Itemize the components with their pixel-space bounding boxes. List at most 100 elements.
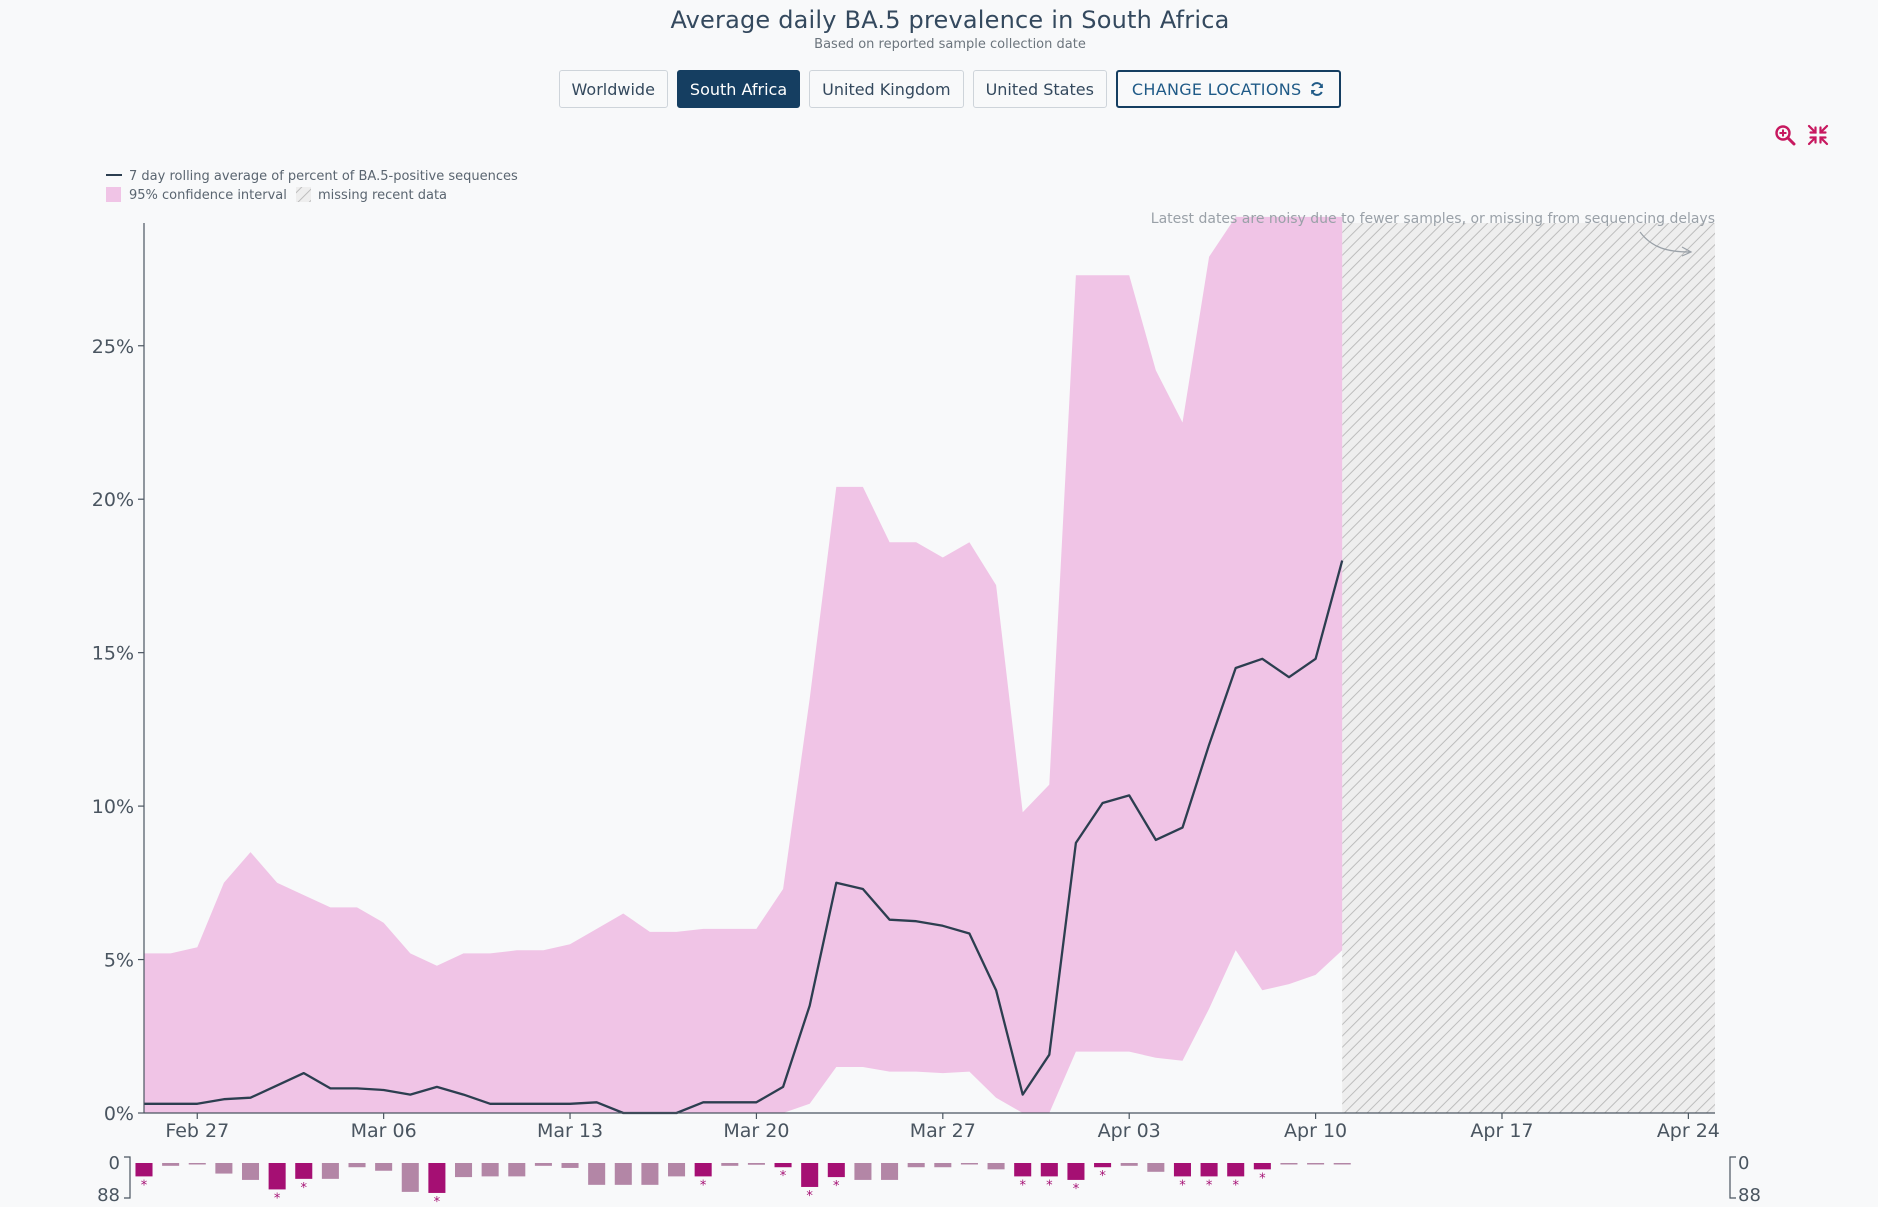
missing-data-region (1342, 223, 1715, 1113)
x-tick-label: Feb 27 (165, 1120, 229, 1142)
count-bar (881, 1163, 899, 1180)
count-bar (561, 1163, 579, 1168)
count-bar (1200, 1163, 1218, 1177)
count-bar (188, 1163, 206, 1165)
count-bar (1227, 1163, 1245, 1177)
count-axis-bottom-label-right: 88 (1738, 1185, 1761, 1205)
count-bar (401, 1163, 419, 1192)
count-bar (1147, 1163, 1165, 1172)
location-button-worldwide[interactable]: Worldwide (558, 70, 668, 108)
count-bar (614, 1163, 632, 1185)
rolling-average-line (144, 560, 1344, 1115)
location-button-united-states[interactable]: United States (972, 70, 1107, 108)
count-bar (854, 1163, 872, 1180)
count-bar (162, 1163, 180, 1166)
y-tick-label: 0% (104, 1103, 134, 1125)
x-tick-label: Mar 27 (910, 1120, 976, 1142)
count-bar-flag: * (780, 1169, 787, 1184)
count-bar (1333, 1163, 1351, 1165)
count-bar-flag: * (700, 1178, 707, 1193)
avg-line (144, 560, 1344, 1115)
count-bar (934, 1163, 952, 1168)
count-bar (987, 1163, 1005, 1170)
count-bar-flag: * (806, 1189, 813, 1204)
count-bar (321, 1163, 339, 1179)
count-bar (588, 1163, 606, 1185)
legend-ci-label: 95% confidence interval (129, 188, 287, 203)
count-bar (508, 1163, 526, 1177)
y-tick-label: 15% (92, 643, 134, 665)
x-tick-label: Mar 13 (537, 1120, 603, 1142)
x-tick-label: Apr 17 (1470, 1120, 1533, 1142)
y-tick-label: 10% (92, 796, 134, 818)
count-bar-flag: * (1073, 1182, 1080, 1197)
compress-icon[interactable] (1807, 124, 1829, 146)
confidence-interval-area (144, 216, 1343, 1113)
zoom-in-icon[interactable] (1774, 124, 1796, 146)
count-bar (534, 1163, 552, 1166)
count-bar (1173, 1163, 1191, 1177)
note-arrow-icon (1639, 231, 1693, 257)
change-locations-button[interactable]: CHANGE LOCATIONS (1115, 70, 1342, 108)
count-bar (241, 1163, 260, 1180)
y-tick-label: 5% (104, 950, 134, 972)
count-bar (455, 1163, 473, 1178)
count-bar (428, 1163, 446, 1193)
count-bar (1253, 1163, 1271, 1170)
count-axis-bracket-left (124, 1156, 131, 1199)
count-bar (268, 1163, 286, 1190)
count-bar-flag: * (434, 1195, 441, 1205)
x-tick-label: Apr 24 (1657, 1120, 1720, 1142)
count-axis-top-label-right: 0 (1738, 1153, 1749, 1174)
noisy-data-note-text: Latest dates are noisy due to fewer samp… (1151, 211, 1715, 227)
count-axis-bottom-label: 88 (97, 1185, 120, 1205)
count-bar (694, 1163, 712, 1177)
count-bar (1014, 1163, 1032, 1177)
count-bar-flag: * (1206, 1178, 1213, 1193)
count-bar (481, 1163, 499, 1177)
x-tick-label: Apr 03 (1098, 1120, 1161, 1142)
ci-band (144, 216, 1343, 1113)
location-button-united-kingdom[interactable]: United Kingdom (809, 70, 964, 108)
count-bar (1120, 1163, 1138, 1166)
prevalence-chart: 7 day rolling average of percent of BA.5… (92, 169, 1761, 1205)
sequence-count-bars: 0 88 0 88 * * * * * * * * * * * * * * * * (97, 1153, 1761, 1205)
count-bar (1094, 1163, 1112, 1168)
count-bar (721, 1163, 739, 1166)
count-bar (641, 1163, 659, 1185)
legend-ci-swatch (106, 187, 121, 202)
count-bar-flag: * (1046, 1178, 1053, 1193)
count-bar (348, 1163, 366, 1168)
count-bar (1307, 1163, 1325, 1165)
count-bar (907, 1163, 925, 1168)
count-axis-bracket-right (1729, 1156, 1736, 1199)
y-tick-label: 20% (92, 489, 134, 511)
count-bar-flag: * (141, 1178, 148, 1193)
count-bar-flag: * (301, 1181, 308, 1196)
count-bar (774, 1163, 792, 1168)
legend-missing-label: missing recent data (318, 188, 447, 203)
location-selector: Worldwide South Africa United Kingdom Un… (0, 70, 1878, 108)
change-locations-label: CHANGE LOCATIONS (1131, 79, 1302, 99)
count-bar (747, 1163, 765, 1165)
count-bar (1067, 1163, 1085, 1180)
count-bar (295, 1163, 313, 1179)
chart-title: Average daily BA.5 prevalence in South A… (670, 6, 1230, 34)
count-bar (1280, 1163, 1298, 1165)
y-tick-label: 25% (92, 336, 134, 358)
count-bar-flag: * (274, 1191, 281, 1205)
refresh-icon (1311, 82, 1324, 96)
count-bar (960, 1163, 978, 1165)
count-bar (375, 1163, 393, 1171)
missing-data-hatch (1342, 223, 1715, 1113)
chart-legend: 7 day rolling average of percent of BA.5… (106, 169, 518, 203)
chart-axes: 0% 5% 10% 15% 20% 25% Feb 27 Mar 06 Mar 13 Mar 20… (92, 223, 1720, 1142)
location-button-south-africa[interactable]: South Africa (676, 70, 801, 108)
count-bar-flag: * (1019, 1178, 1026, 1193)
noisy-data-note: Latest dates are noisy due to fewer samp… (1151, 211, 1715, 257)
x-tick-label: Mar 20 (723, 1120, 789, 1142)
count-bar-flag: * (1179, 1178, 1186, 1193)
legend-line-label: 7 day rolling average of percent of BA.5… (129, 169, 518, 184)
count-bar-flag: * (1259, 1171, 1266, 1186)
count-bar (135, 1163, 153, 1177)
